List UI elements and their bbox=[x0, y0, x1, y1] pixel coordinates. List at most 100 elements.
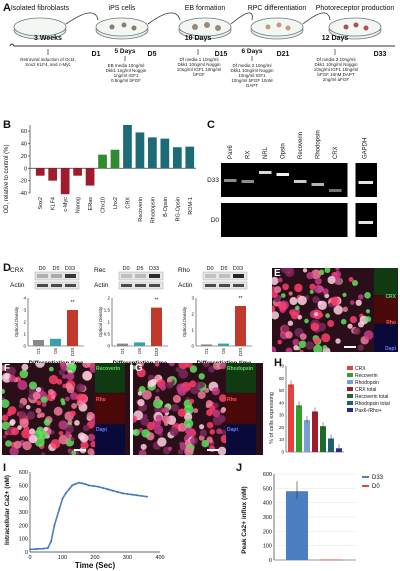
lane-label: D0 bbox=[206, 266, 213, 272]
lane-label: D0 bbox=[122, 266, 129, 272]
bar bbox=[48, 168, 58, 181]
cell bbox=[8, 374, 16, 382]
cell bbox=[314, 312, 319, 317]
x-tick-label: D33 bbox=[238, 348, 243, 357]
cell bbox=[327, 320, 335, 327]
gel-band bbox=[311, 183, 324, 186]
cell bbox=[304, 318, 309, 324]
y-tick-label: 600 bbox=[19, 470, 28, 476]
cell bbox=[206, 421, 214, 429]
bar bbox=[328, 438, 334, 452]
y-tick-label: 100 bbox=[19, 537, 28, 543]
gel-band bbox=[358, 181, 373, 184]
data-point bbox=[58, 508, 61, 511]
legend-label: Rhodopsin total bbox=[355, 401, 390, 407]
scale-bar bbox=[344, 346, 356, 348]
cell bbox=[219, 363, 227, 370]
cell bbox=[208, 365, 216, 373]
y-tick-label: 0 bbox=[281, 450, 284, 455]
x-tick-label: 100 bbox=[58, 555, 67, 561]
day-marker: D15 bbox=[215, 51, 228, 58]
cell bbox=[309, 289, 314, 294]
cell bbox=[324, 293, 330, 299]
duration-label: 5 Days bbox=[115, 48, 136, 55]
lane-label: CRX bbox=[333, 146, 339, 159]
cell bbox=[342, 292, 347, 297]
cell bbox=[2, 414, 9, 422]
data-point bbox=[141, 495, 144, 497]
bar bbox=[296, 405, 302, 452]
x-tick-label: D1 bbox=[204, 348, 209, 354]
blot-label: Rec bbox=[94, 267, 106, 274]
cell bbox=[298, 340, 307, 349]
cell bbox=[272, 305, 276, 313]
y-tick-label: 60 bbox=[279, 376, 285, 381]
x-tick-label: Sox2 bbox=[38, 197, 44, 210]
gel-d0-gapdh bbox=[355, 203, 377, 237]
cell bbox=[2, 421, 11, 431]
scale-bar bbox=[74, 449, 86, 451]
significance-label: ** bbox=[71, 300, 75, 306]
bar bbox=[160, 138, 170, 169]
cell bbox=[348, 276, 354, 282]
cell bbox=[21, 429, 31, 439]
blot-band bbox=[37, 274, 48, 278]
cell bbox=[314, 277, 322, 285]
bar bbox=[218, 343, 229, 346]
cell bbox=[162, 406, 170, 414]
y-tick-label: -20 bbox=[19, 179, 27, 185]
y-tick-label: 50 bbox=[279, 388, 285, 393]
blot-band bbox=[135, 284, 146, 287]
cell bbox=[82, 424, 90, 432]
cell bbox=[159, 384, 167, 391]
actin-label: Actin bbox=[10, 282, 25, 289]
cell bbox=[150, 378, 157, 386]
cell bbox=[189, 398, 195, 404]
cell bbox=[287, 320, 294, 326]
data-point bbox=[53, 524, 56, 527]
channel-panel bbox=[374, 268, 398, 295]
channel-panel bbox=[226, 363, 256, 393]
blot-strip bbox=[34, 271, 80, 281]
y-axis-label: % of cells expressing bbox=[269, 392, 275, 444]
y-tick-label: 0.5 bbox=[104, 332, 111, 337]
cell bbox=[169, 427, 179, 437]
cell bbox=[65, 396, 70, 402]
cell bbox=[177, 449, 184, 455]
cell bbox=[330, 296, 340, 306]
cell bbox=[309, 283, 316, 290]
y-tick-label: 3 bbox=[191, 296, 194, 301]
cell bbox=[133, 365, 137, 370]
legend-label: Recoverin bbox=[355, 373, 378, 379]
y-tick-label: 2 bbox=[107, 296, 110, 301]
y-tick-label: 0 bbox=[107, 344, 110, 349]
data-point bbox=[146, 495, 148, 498]
cell bbox=[66, 385, 75, 394]
cell bbox=[69, 410, 76, 417]
lane-label: Recoverin bbox=[298, 132, 304, 159]
cell bbox=[172, 394, 181, 404]
channel-label: Rho bbox=[227, 397, 237, 403]
cell bbox=[177, 422, 187, 432]
cell bbox=[32, 391, 41, 400]
cell bbox=[2, 365, 6, 371]
cell bbox=[212, 409, 221, 418]
bar bbox=[33, 340, 44, 346]
cell bbox=[161, 415, 170, 424]
cell bbox=[305, 341, 315, 350]
channel-panel bbox=[226, 424, 256, 455]
channel-label: CRX bbox=[385, 294, 396, 300]
x-tick-label: B-Opsin bbox=[163, 197, 169, 217]
y-tick-label: 0 bbox=[25, 550, 28, 556]
bar bbox=[288, 384, 294, 452]
y-tick-label: 3 bbox=[23, 308, 26, 313]
cell bbox=[281, 268, 290, 274]
y-tick-label: -40 bbox=[19, 191, 27, 197]
lane-label: GAPDH bbox=[362, 138, 368, 159]
cell bbox=[28, 434, 38, 444]
bar bbox=[148, 137, 157, 169]
x-tick-label: KLF4 bbox=[51, 197, 57, 210]
legend-label: CRX total bbox=[355, 387, 376, 393]
y-tick-label: 60 bbox=[21, 129, 27, 135]
cell bbox=[327, 275, 336, 285]
